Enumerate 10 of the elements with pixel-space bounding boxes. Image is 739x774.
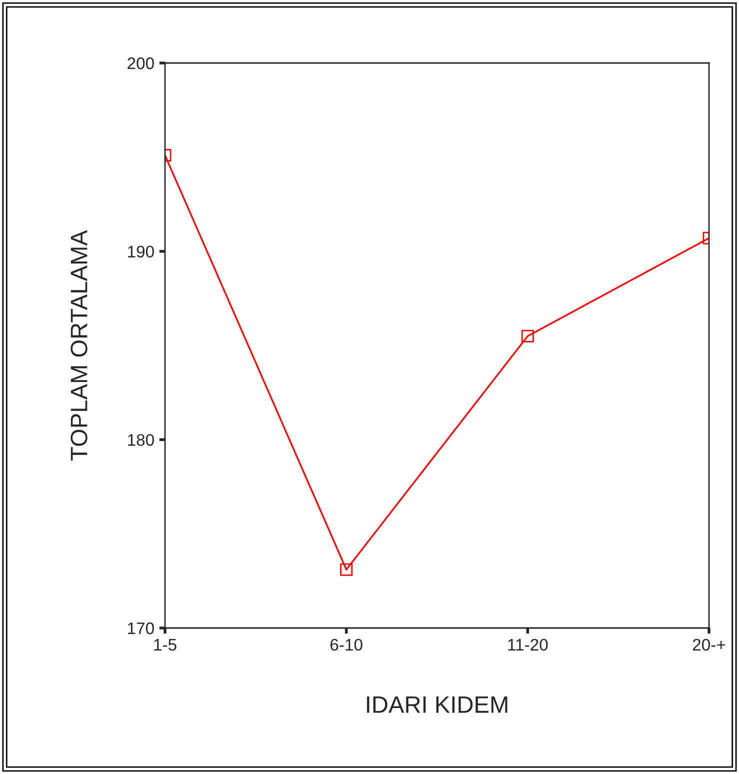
x-axis-title: IDARI KIDEM xyxy=(367,696,508,713)
y-tick-label: 200 xyxy=(128,57,154,70)
y-axis-title: TOPLAM ORTALAMA xyxy=(70,230,88,460)
x-tick-label: 6-10 xyxy=(330,638,362,651)
x-tick-label: 11-20 xyxy=(508,638,548,651)
y-tick-label: 190 xyxy=(128,246,154,258)
x-tick-label: 1-5 xyxy=(154,639,176,651)
y-tick-label: 170 xyxy=(128,622,154,634)
y-tick-label: 180 xyxy=(128,434,154,446)
x-tick-label: 20-+ xyxy=(692,638,726,651)
